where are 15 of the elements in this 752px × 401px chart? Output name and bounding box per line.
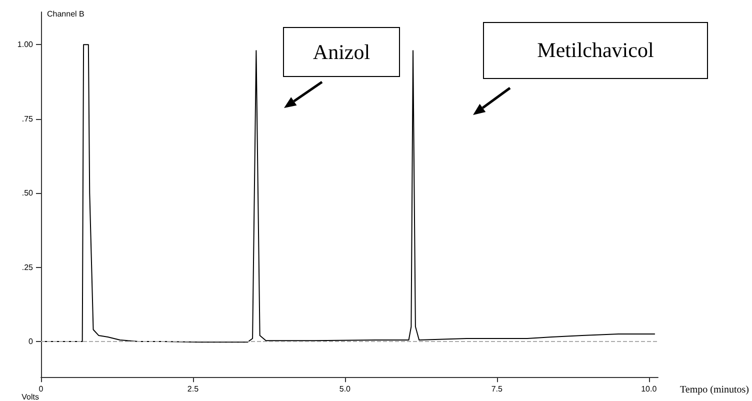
annotation: Anizol	[283, 27, 400, 77]
y-tick-label: .25	[22, 262, 34, 272]
chart-title: Channel B	[47, 10, 84, 18]
y-tick-label: 0	[28, 336, 34, 346]
x-tick-label: 5.0	[339, 384, 352, 394]
x-tick-label: 0	[38, 384, 44, 394]
x-tick-label: 7.5	[491, 384, 504, 394]
y-tick-label: .75	[22, 114, 34, 124]
x-tick-label: 10.0	[641, 384, 658, 394]
annotation: Metilchavicol	[483, 22, 708, 79]
x-tick-label: 2.5	[187, 384, 200, 394]
y-tick-label: 1.00	[17, 40, 34, 50]
y-tick-label: .50	[22, 188, 34, 198]
x-axis-title: Tempo (minutos)	[680, 384, 749, 396]
y-axis-title: Volts	[22, 392, 39, 401]
